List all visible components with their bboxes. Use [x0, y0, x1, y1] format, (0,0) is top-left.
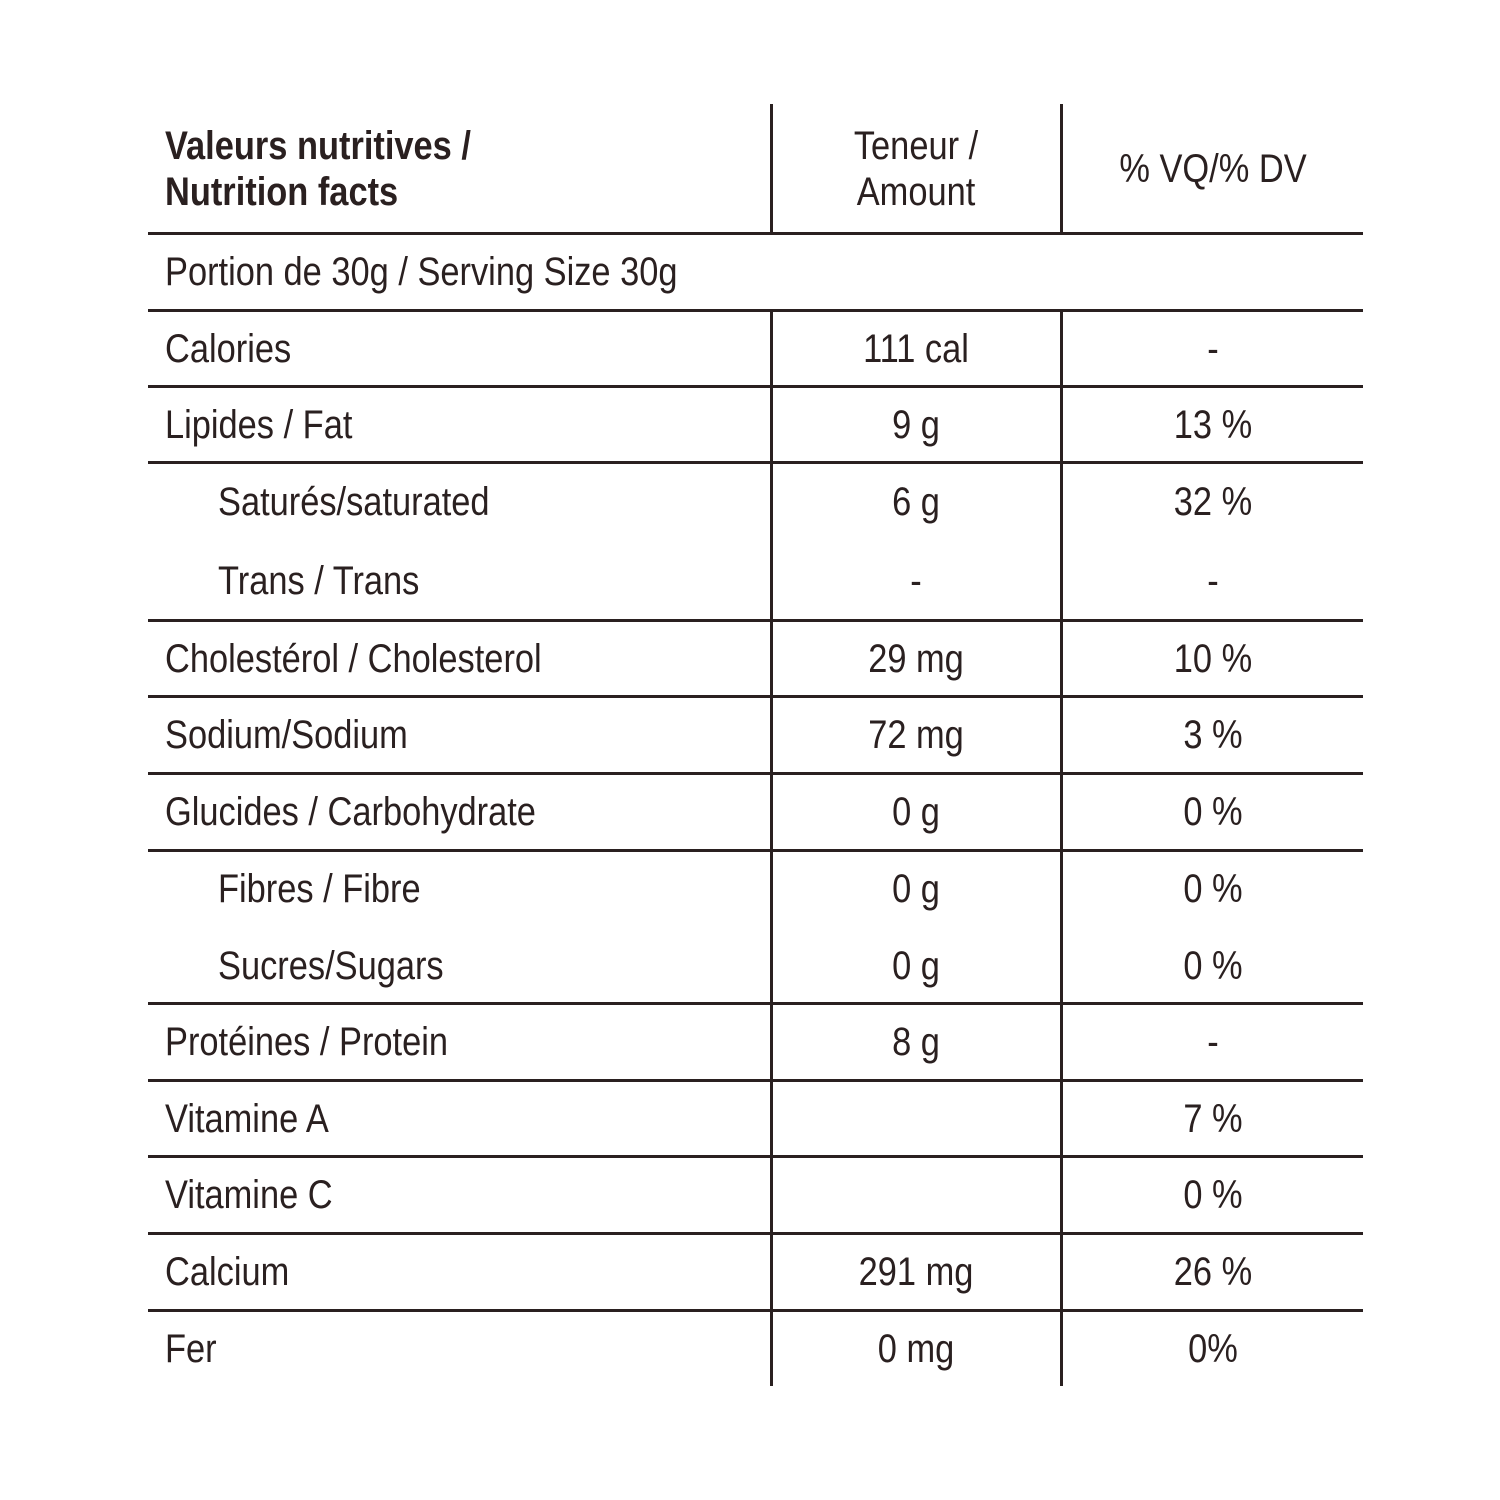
nutrition-facts-table: Valeurs nutritives / Nutrition facts Ten… [148, 104, 1363, 1386]
nutrient-dv: 0 % [1183, 1173, 1243, 1217]
nutrient-amount: 0 g [892, 790, 940, 834]
row-divider [148, 1002, 1363, 1005]
nutrient-amount: 6 g [892, 480, 940, 524]
nutrient-amount: 0 mg [877, 1327, 955, 1371]
column-divider [1060, 104, 1063, 234]
amount-header-fr: Teneur / [853, 124, 979, 168]
column-divider [1060, 309, 1063, 1386]
row-divider [148, 461, 1363, 464]
nutrient-dv: 0 % [1183, 867, 1243, 911]
row-divider [148, 1079, 1363, 1082]
serving-size: Portion de 30g / Serving Size 30g [165, 250, 678, 294]
column-divider [770, 104, 773, 234]
nutrient-dv: 32 % [1173, 480, 1253, 524]
nutrient-dv: - [1207, 559, 1219, 603]
nutrient-amount: 0 g [892, 867, 940, 911]
nutrient-dv: 0 % [1183, 790, 1243, 834]
row-divider [148, 385, 1363, 388]
amount-header: Teneur / Amount [792, 114, 1040, 224]
amount-header-en: Amount [856, 170, 976, 214]
row-divider [148, 309, 1363, 312]
row-divider [148, 695, 1363, 698]
nutrient-label: Glucides / Carbohydrate [165, 790, 536, 834]
nutrient-dv: 0% [1188, 1327, 1238, 1371]
nutrient-label: Calories [165, 326, 292, 371]
nutrient-label: Vitamine A [165, 1096, 329, 1141]
dv-header: % VQ/% DV [1119, 147, 1307, 191]
nutrient-dv: 10 % [1173, 636, 1253, 681]
nutrient-dv: 26 % [1173, 1250, 1253, 1294]
table-title: Valeurs nutritives / Nutrition facts [165, 114, 471, 224]
nutrient-amount: 0 g [892, 943, 940, 988]
nutrient-label: Lipides / Fat [165, 402, 353, 447]
nutrient-label: Vitamine C [165, 1173, 333, 1217]
row-divider [148, 232, 1363, 235]
row-divider [148, 849, 1363, 852]
nutrient-dv: 7 % [1183, 1096, 1243, 1141]
nutrient-dv: 13 % [1173, 402, 1253, 447]
nutrient-label: Protéines / Protein [165, 1020, 448, 1064]
title-line-en: Nutrition facts [165, 170, 399, 214]
row-divider [148, 772, 1363, 775]
nutrient-label: Saturés/saturated [218, 480, 490, 524]
nutrient-dv: - [1207, 1020, 1219, 1064]
nutrient-label: Sucres/Sugars [218, 943, 444, 988]
nutrient-label: Fibres / Fibre [218, 867, 421, 911]
nutrient-dv: - [1207, 326, 1219, 371]
nutrient-amount: - [910, 559, 922, 603]
nutrient-label: Sodium/Sodium [165, 713, 408, 757]
row-divider [148, 1232, 1363, 1235]
nutrient-amount: 8 g [892, 1020, 940, 1064]
nutrient-dv: 3 % [1183, 713, 1243, 757]
title-line-fr: Valeurs nutritives / [165, 124, 471, 168]
nutrient-label: Calcium [165, 1250, 290, 1294]
nutrient-amount: 29 mg [868, 636, 964, 681]
nutrient-amount [792, 1082, 1040, 1155]
row-divider [148, 1309, 1363, 1312]
nutrient-label: Trans / Trans [218, 559, 420, 603]
nutrient-amount: 9 g [892, 402, 940, 447]
nutrient-label: Cholestérol / Cholesterol [165, 636, 542, 681]
nutrient-amount: 72 mg [868, 713, 964, 757]
nutrient-amount [792, 1158, 1040, 1232]
nutrient-amount: 111 cal [863, 326, 969, 371]
row-divider [148, 619, 1363, 622]
nutrient-label: Fer [165, 1327, 217, 1371]
column-divider [770, 309, 773, 1386]
row-divider [148, 1155, 1363, 1158]
nutrient-amount: 291 mg [858, 1250, 974, 1294]
nutrient-dv: 0 % [1183, 943, 1243, 988]
